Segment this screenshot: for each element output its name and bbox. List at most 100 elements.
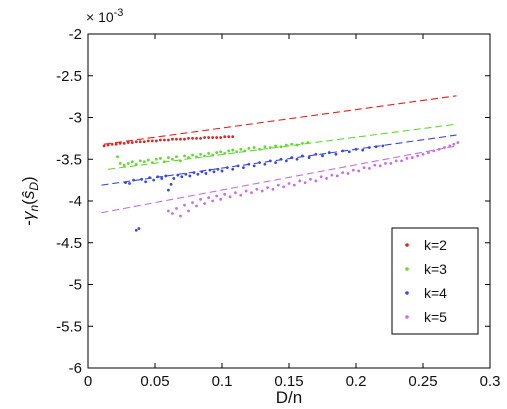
data-point-k4	[172, 177, 176, 180]
data-point-k3	[279, 145, 283, 149]
data-point-k4	[327, 151, 331, 154]
data-point-k5	[234, 191, 237, 195]
data-point-k3	[171, 157, 174, 161]
data-point-k5	[314, 179, 318, 183]
data-point-k4	[188, 174, 192, 178]
data-point-k5	[378, 164, 382, 168]
data-point-k4	[341, 149, 344, 153]
x-tick-label: 0.15	[274, 373, 303, 390]
data-point-k3	[239, 147, 243, 151]
data-point-k4	[242, 166, 245, 170]
data-point-k3	[134, 162, 138, 166]
data-point-k4	[208, 168, 212, 172]
data-point-k3	[150, 161, 154, 164]
data-point-k4	[176, 173, 180, 177]
data-point-k3	[199, 152, 202, 156]
data-point-k5	[228, 195, 232, 199]
legend-label: k=3	[424, 261, 447, 277]
y-tick-label: -2.5	[56, 68, 82, 85]
data-point-k3	[191, 153, 194, 157]
data-point-k2	[195, 136, 198, 140]
data-point-k4	[301, 154, 304, 158]
data-point-k5	[394, 159, 398, 163]
data-point-k4	[204, 172, 208, 175]
data-point-k4	[374, 145, 378, 149]
legend-label: k=4	[424, 285, 447, 301]
y-tick-label: -6	[69, 360, 82, 377]
fit-lines	[101, 95, 457, 214]
x-tick-label: 0.3	[480, 373, 501, 390]
data-point-k3	[122, 163, 126, 167]
data-point-k4	[354, 147, 358, 151]
data-point-k3	[215, 151, 219, 154]
data-point-k2	[154, 139, 158, 143]
data-point-k5	[255, 187, 259, 191]
data-point-k4	[258, 161, 261, 164]
data-point-k2	[130, 141, 134, 144]
data-point-k3	[130, 160, 134, 164]
data-point-k5	[368, 167, 371, 170]
data-point-k3	[207, 152, 211, 155]
data-point-k2	[138, 140, 142, 144]
data-point-k2	[175, 137, 178, 141]
data-point-k5	[183, 203, 186, 207]
data-point-k3	[243, 149, 247, 153]
data-point-k4	[314, 152, 318, 156]
data-point-k3	[203, 154, 206, 158]
data-point-k5	[179, 214, 182, 218]
data-point-k3	[211, 153, 215, 157]
data-point-k4	[124, 181, 127, 185]
data-point-k5	[167, 209, 170, 213]
y-tick-label: -2	[69, 26, 82, 43]
data-point-k2	[203, 136, 206, 139]
legend-label: k=2	[424, 237, 447, 253]
data-point-k4	[263, 162, 267, 166]
data-point-k5	[260, 189, 264, 193]
data-point-k3	[146, 158, 150, 162]
data-point-k5	[421, 152, 425, 156]
legend-label: k=5	[424, 309, 447, 325]
fit-line-k4	[101, 134, 457, 186]
data-point-k4	[137, 227, 141, 230]
data-point-k5	[271, 187, 275, 191]
data-point-k5	[219, 197, 223, 201]
data-point-k4	[368, 146, 371, 149]
data-point-k2	[150, 139, 154, 143]
data-point-k5	[292, 183, 296, 187]
data-point-k5	[330, 173, 334, 177]
x-axis-label: D/n	[276, 388, 302, 407]
data-point-k5	[346, 172, 350, 175]
data-point-k3	[154, 157, 158, 161]
data-point-k3	[126, 162, 130, 165]
data-point-k5	[239, 193, 243, 197]
data-point-k5	[335, 174, 339, 178]
data-point-k3	[231, 148, 235, 152]
data-point-k3	[227, 149, 231, 153]
data-point-k2	[118, 141, 122, 145]
data-point-k3	[183, 154, 186, 158]
data-point-k4	[148, 176, 152, 180]
data-point-k4	[196, 172, 200, 176]
data-point-k5	[223, 192, 227, 196]
data-point-k4	[192, 171, 196, 175]
data-point-k2	[142, 140, 146, 144]
data-point-k2	[158, 138, 162, 142]
fit-line-k3	[108, 123, 457, 170]
data-point-k4	[220, 169, 224, 173]
data-point-k5	[195, 204, 198, 208]
y-tick-label: -5	[69, 277, 82, 294]
legend: k=2 k=3 k=4 k=5	[391, 227, 479, 335]
data-point-k3	[116, 155, 119, 159]
data-point-k2	[227, 135, 231, 139]
data-point-k3	[301, 141, 304, 145]
x-tick-label: 0.1	[212, 373, 233, 390]
data-point-k4	[180, 175, 184, 179]
data-point-k4	[307, 156, 311, 159]
data-point-k5	[351, 168, 355, 172]
data-point-k4	[128, 182, 131, 185]
data-point-k3	[142, 160, 146, 164]
data-point-k5	[389, 162, 393, 165]
data-point-k4	[200, 170, 204, 174]
data-point-k4	[212, 170, 216, 174]
data-point-k4	[247, 162, 251, 166]
